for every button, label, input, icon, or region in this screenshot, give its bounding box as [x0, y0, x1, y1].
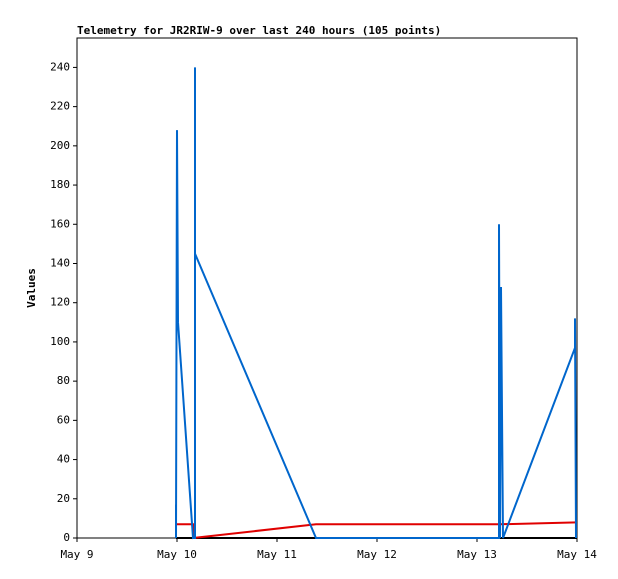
chart-title: Telemetry for JR2RIW-9 over last 240 hou… — [77, 24, 441, 37]
x-tick-label: May 11 — [257, 548, 297, 561]
x-tick-label: May 12 — [357, 548, 397, 561]
y-tick-label: 60 — [57, 413, 70, 426]
y-tick-label: 120 — [50, 296, 70, 309]
x-tick-label: May 14 — [557, 548, 597, 561]
y-tick-label: 180 — [50, 178, 70, 191]
series-line — [176, 521, 578, 540]
y-tick-label: 0 — [63, 531, 70, 544]
y-tick-label: 80 — [57, 374, 70, 387]
y-axis-label: Values — [25, 268, 38, 308]
x-tick-label: May 10 — [157, 548, 197, 561]
y-tick-label: 200 — [50, 139, 70, 152]
y-tick-label: 100 — [50, 335, 70, 348]
y-tick-label: 140 — [50, 256, 70, 269]
y-tick-label: 40 — [57, 453, 70, 466]
y-tick-label: 20 — [57, 492, 70, 505]
y-tick-label: 220 — [50, 100, 70, 113]
x-tick-label: May 9 — [60, 548, 93, 561]
series-line — [175, 67, 577, 539]
x-tick-label: May 13 — [457, 548, 497, 561]
y-tick-label: 240 — [50, 60, 70, 73]
y-tick-label: 160 — [50, 217, 70, 230]
